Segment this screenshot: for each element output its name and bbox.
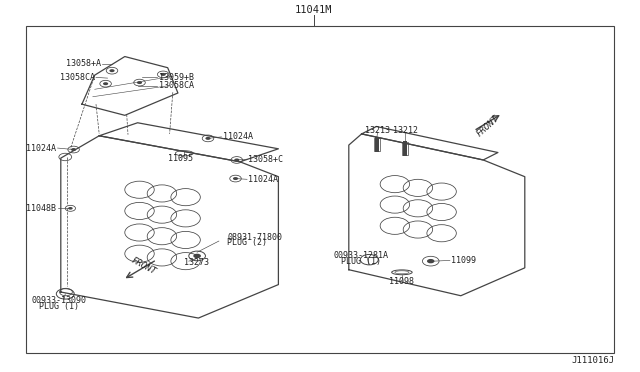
Text: PLUG (1): PLUG (1): [341, 257, 381, 266]
Text: FRONT: FRONT: [130, 256, 158, 277]
Text: 11024A: 11024A: [26, 144, 56, 153]
Bar: [403, 141, 407, 156]
Bar: [374, 138, 380, 151]
Bar: [402, 142, 408, 155]
Text: 11099: 11099: [451, 256, 476, 265]
Text: J111016J: J111016J: [572, 356, 614, 365]
Circle shape: [193, 254, 201, 258]
Circle shape: [205, 137, 211, 140]
Circle shape: [68, 207, 73, 210]
Circle shape: [71, 148, 76, 151]
Circle shape: [137, 81, 142, 84]
Text: 13058+A: 13058+A: [66, 60, 101, 68]
Text: 00933-1281A: 00933-1281A: [333, 251, 388, 260]
Text: 13273: 13273: [184, 258, 209, 267]
Circle shape: [103, 82, 108, 85]
Text: 08931-71800: 08931-71800: [227, 233, 282, 242]
Text: 11098: 11098: [389, 278, 415, 286]
Text: 13058+C: 13058+C: [248, 155, 284, 164]
Text: 13058CA: 13058CA: [159, 81, 194, 90]
Text: 11024A: 11024A: [223, 132, 253, 141]
Text: 11048B: 11048B: [26, 204, 56, 213]
Text: PLUG (1): PLUG (1): [39, 302, 79, 311]
Circle shape: [233, 177, 238, 180]
Text: 13058CA: 13058CA: [60, 73, 95, 82]
Text: 00933-13090: 00933-13090: [31, 296, 86, 305]
Text: 11095: 11095: [168, 154, 193, 163]
Circle shape: [161, 73, 166, 76]
Circle shape: [234, 158, 239, 161]
Text: 11041M: 11041M: [295, 5, 332, 15]
Bar: [26, 26, 614, 353]
Text: PLUG (2): PLUG (2): [227, 238, 268, 247]
Bar: [375, 137, 379, 152]
Text: FRONT: FRONT: [475, 114, 500, 139]
Circle shape: [109, 69, 115, 72]
Text: 13059+B: 13059+B: [159, 73, 194, 81]
Circle shape: [427, 259, 435, 263]
Text: 13213: 13213: [365, 126, 390, 135]
Text: 13212: 13212: [392, 126, 418, 135]
Text: 11024A: 11024A: [248, 175, 278, 184]
